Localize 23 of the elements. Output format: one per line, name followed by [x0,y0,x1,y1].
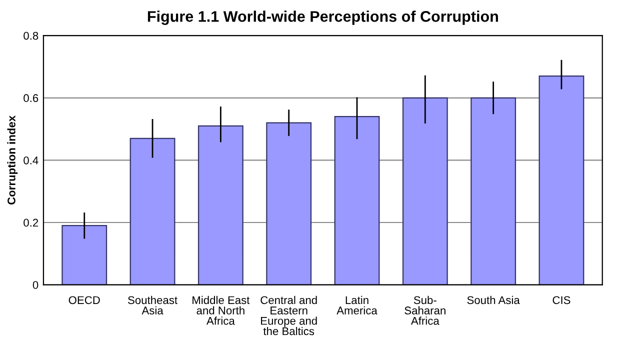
y-axis-title: Corruption index [7,116,18,204]
x-tick-label: CIS [552,296,570,304]
y-tick-label: 0.6 [24,94,38,102]
y-tick-label: 0.8 [24,32,38,40]
bar [334,116,380,285]
x-tick-label: Latin America [336,296,378,314]
x-tick-label: South Asia [467,296,520,304]
bar [402,97,448,285]
y-tick-label: 0 [32,281,38,289]
bar [62,225,108,285]
x-tick-label: OECD [68,296,100,304]
bar [198,125,244,285]
x-tick-label: Middle East and North Africa [192,296,250,325]
x-tick-label: Southeast Asia [128,296,178,314]
x-tick-label: Central and Eastern Europe and the Baltics [260,296,317,336]
chart-title: Figure 1.1 World-wide Perceptions of Corruption [148,10,498,25]
y-tick-label: 0.2 [24,218,38,227]
bar [130,138,176,285]
x-tick-label: Sub- Saharan Africa [404,296,446,325]
bar [538,76,584,285]
bar [470,97,516,285]
bar [266,122,312,285]
y-tick-label: 0.4 [24,156,38,164]
